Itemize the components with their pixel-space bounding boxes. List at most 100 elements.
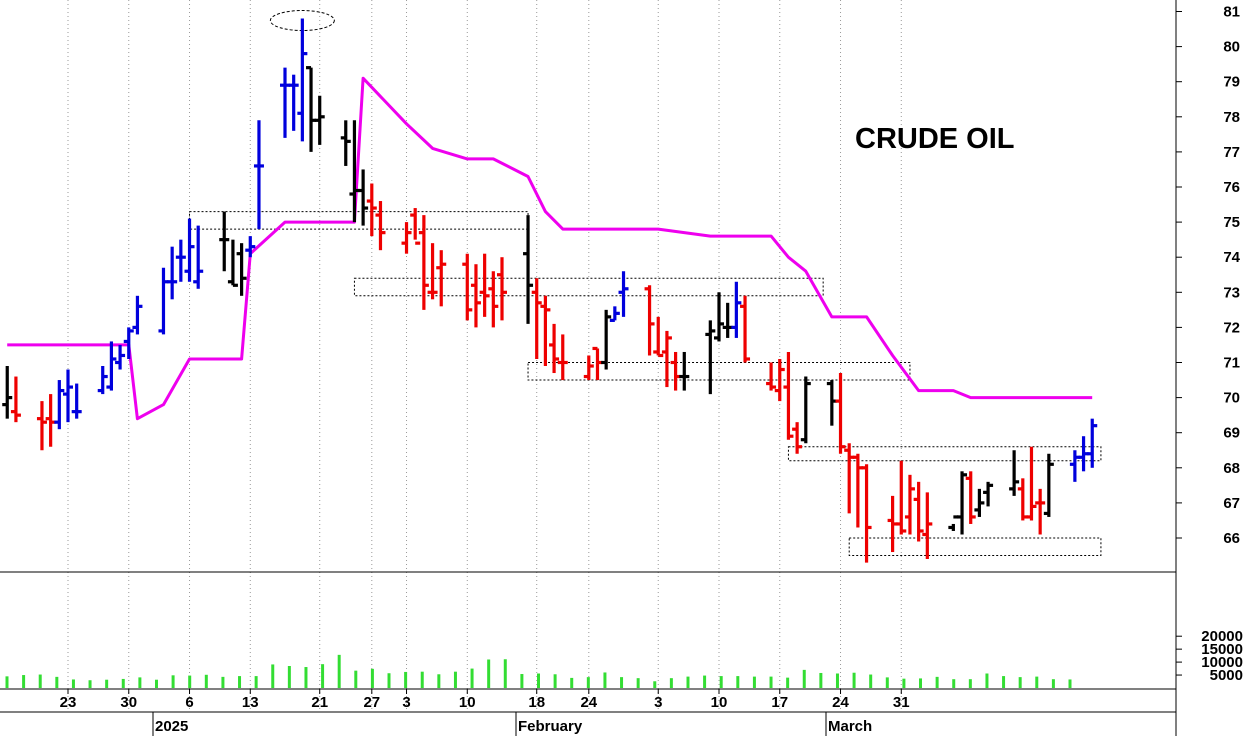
ohlc-bar	[297, 18, 308, 142]
ohlc-bar	[314, 95, 325, 145]
ohlc-bar	[1009, 450, 1020, 496]
ohlc-bar	[601, 309, 612, 370]
ohlc-bar	[288, 74, 299, 131]
ohlc-bar	[132, 295, 143, 335]
ohlc-bar	[835, 373, 846, 454]
ohlc-bar	[792, 422, 803, 454]
ohlc-bar	[306, 66, 317, 152]
ohlc-bar	[358, 169, 369, 226]
ohlc-bars	[2, 18, 1098, 563]
price-axis-label: 77	[1223, 144, 1240, 161]
ohlc-bar	[193, 225, 204, 289]
date-axis-label: 27	[363, 694, 380, 711]
ohlc-bar	[661, 330, 672, 388]
ohlc-bar	[436, 250, 447, 307]
price-axis-label: 72	[1223, 319, 1240, 336]
date-axis-label: 24	[580, 694, 597, 711]
chart-title: CRUDE OIL	[855, 123, 1015, 155]
month-label: March	[828, 718, 872, 735]
price-axis-label: 66	[1223, 530, 1240, 547]
price-axis-label: 81	[1223, 4, 1240, 21]
price-axis-label: 69	[1223, 425, 1240, 442]
ohlc-bar	[497, 257, 507, 321]
ohlc-bar	[583, 355, 594, 381]
ohlc-bar	[844, 443, 855, 514]
ohlc-bar	[861, 464, 872, 563]
date-axis-label: 13	[242, 694, 259, 711]
ohlc-bar	[922, 492, 933, 560]
ohlc-bar	[722, 302, 733, 338]
price-axis-label: 67	[1223, 495, 1240, 512]
ohlc-bar	[896, 460, 907, 535]
ohlc-bar	[609, 306, 620, 322]
ohlc-bar	[245, 236, 256, 258]
ohlc-bar	[983, 481, 994, 507]
ohlc-bar	[557, 334, 568, 381]
ohlc-bar	[97, 366, 108, 395]
volume-axis-label: 20000	[1201, 628, 1243, 645]
date-axis-label: 3	[402, 694, 410, 711]
ohlc-bar	[705, 320, 716, 395]
grid	[67, 0, 902, 712]
ohlc-bar	[175, 239, 186, 282]
ohlc-bar	[826, 380, 837, 426]
ohlc-bar	[670, 351, 681, 391]
ohlc-bar	[123, 327, 134, 359]
ohlc-bar	[236, 243, 247, 296]
price-axis-label: 79	[1223, 74, 1240, 91]
ohlc-bar	[2, 366, 13, 419]
ohlc-bar	[957, 471, 968, 535]
ohlc-bar	[106, 341, 117, 391]
ohlc-bar	[887, 495, 898, 553]
date-axis-label: 3	[654, 694, 662, 711]
ohlc-bar	[714, 292, 724, 342]
ohlc-bar	[184, 218, 195, 282]
ohlc-bar	[366, 183, 377, 237]
ohlc-bar	[800, 376, 811, 444]
ohlc-bar	[227, 239, 238, 287]
ohlc-bar	[1069, 450, 1080, 482]
volume-axis-label: 10000	[1201, 654, 1243, 671]
date-axis-label: 31	[893, 694, 910, 711]
ohlc-bar	[401, 222, 412, 254]
ohlc-bar	[974, 488, 985, 517]
ohlc-bar	[531, 278, 542, 359]
price-axis-label: 68	[1223, 460, 1240, 477]
price-axis-label: 76	[1223, 179, 1240, 196]
ohlc-bar	[479, 253, 490, 317]
ohlc-bar	[774, 358, 785, 402]
ohlc-bar	[253, 120, 264, 230]
ohlc-bar	[592, 346, 603, 381]
price-axis-label: 80	[1223, 39, 1240, 56]
trend-line	[7, 76, 1093, 421]
ohlc-bar	[1026, 446, 1037, 521]
ohlc-bar	[375, 201, 386, 251]
ohlc-bar	[731, 281, 742, 338]
ohlc-bar	[540, 295, 551, 367]
dotted-zone	[189, 211, 529, 230]
volume-axis-label: 15000	[1201, 641, 1243, 658]
trend-line-path	[7, 76, 1093, 421]
ohlc-bar	[965, 471, 976, 524]
price-axis-label: 78	[1223, 109, 1240, 126]
ohlc-bar	[618, 271, 629, 317]
price-axis-label: 73	[1223, 284, 1240, 301]
date-axis-label: 10	[459, 694, 476, 711]
ohlc-bar	[340, 120, 351, 166]
ohlc-bar	[740, 295, 751, 363]
volume-bars	[5, 654, 1072, 688]
ohlc-bar	[470, 264, 481, 328]
ohlc-bar	[462, 253, 473, 321]
ohlc-bar	[280, 67, 290, 138]
ohlc-bar	[167, 246, 178, 300]
volume-axis-label: 5000	[1210, 667, 1243, 684]
price-axis-label: 70	[1223, 390, 1240, 407]
date-axis-label: 30	[120, 694, 137, 711]
ohlc-bar	[488, 271, 499, 328]
price-axis-label: 71	[1223, 355, 1240, 372]
ohlc-bar	[54, 380, 65, 430]
ohlc-bar	[904, 474, 915, 535]
ohlc-bar	[1017, 478, 1028, 521]
